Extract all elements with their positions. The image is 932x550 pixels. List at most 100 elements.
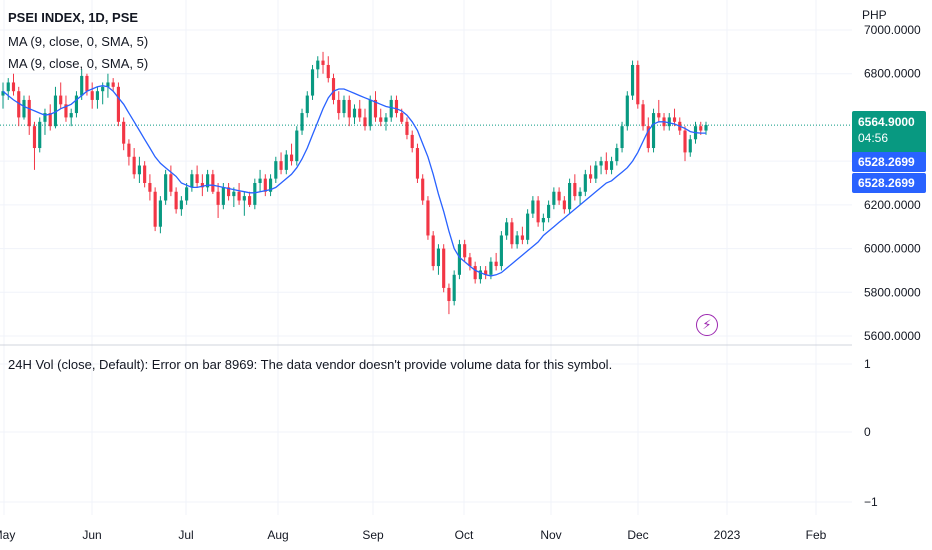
- candle-body: [101, 86, 105, 92]
- candle-body: [347, 99, 351, 118]
- candle-body: [442, 248, 446, 288]
- candle-body: [289, 154, 294, 162]
- candle-body: [494, 261, 498, 267]
- chart-grid: [0, 0, 852, 515]
- candle-body: [300, 113, 304, 131]
- bar-countdown: 04:56: [858, 131, 889, 145]
- candle-body: [242, 196, 246, 201]
- candle-body: [615, 148, 619, 162]
- candle-body: [331, 78, 336, 100]
- candle-body: [32, 126, 37, 149]
- candle-body: [85, 75, 89, 92]
- time-tick-label: Feb: [806, 528, 827, 542]
- candle-body: [116, 86, 120, 122]
- candle-body: [552, 191, 556, 205]
- candle-body: [38, 121, 42, 149]
- candle-body: [279, 161, 283, 170]
- candle-body: [447, 287, 451, 302]
- candle-body: [426, 200, 430, 236]
- candle-body: [258, 178, 262, 183]
- candle-body: [164, 174, 168, 201]
- volume-tick-label: −1: [864, 495, 878, 509]
- candle-body: [515, 235, 519, 245]
- candle-body: [384, 117, 388, 122]
- candle-body: [599, 161, 603, 166]
- candle-body: [143, 165, 147, 183]
- candle-body: [583, 174, 587, 192]
- candle-body: [478, 270, 482, 280]
- volume-tick-label: 0: [864, 425, 871, 439]
- candle-body: [520, 235, 524, 240]
- ma-legend-1[interactable]: MA (9, close, 0, SMA, 5): [8, 34, 149, 49]
- candle-body: [400, 113, 404, 122]
- price-tick-label: 6800.0000: [864, 67, 921, 81]
- candle-body: [468, 257, 472, 267]
- candle-body: [578, 191, 582, 197]
- candle-body: [274, 161, 278, 179]
- candle-body: [683, 130, 687, 153]
- candle-body: [185, 187, 189, 201]
- candle-body: [457, 244, 461, 275]
- candle-body: [22, 99, 26, 118]
- candle-body: [368, 99, 372, 127]
- time-tick-label: Oct: [455, 528, 474, 542]
- candle-body: [452, 274, 456, 302]
- candle-body: [221, 187, 225, 205]
- price-tick-label: 5600.0000: [864, 329, 921, 343]
- candle-body: [547, 204, 551, 218]
- candle-body: [630, 64, 635, 96]
- ma1-price-tag: 6528.2699: [852, 152, 926, 172]
- candle-body: [206, 174, 210, 188]
- candle-body: [536, 200, 540, 223]
- candle-body: [80, 75, 84, 96]
- candle-body: [410, 134, 414, 149]
- candle-body: [74, 95, 79, 114]
- candle-body: [232, 191, 236, 197]
- candle-body: [568, 183, 572, 210]
- candle-body: [526, 213, 530, 240]
- last-price-value: 6564.9000: [858, 115, 915, 129]
- ma-legend-2[interactable]: MA (9, close, 0, SMA, 5): [8, 56, 149, 71]
- candle-body: [227, 187, 231, 197]
- candle-body: [284, 154, 288, 170]
- candle-body: [305, 95, 309, 114]
- candle-body: [316, 60, 320, 70]
- candle-body: [636, 64, 640, 105]
- candle-body: [179, 200, 183, 210]
- candle-body: [43, 113, 47, 122]
- ma-line: [2, 85, 706, 277]
- time-tick-label: 2023: [714, 528, 741, 542]
- candle-body: [122, 121, 126, 144]
- candle-body: [431, 235, 435, 267]
- candle-body: [646, 126, 650, 149]
- candles: [1, 51, 708, 315]
- lightning-icon[interactable]: ⚡: [696, 314, 718, 336]
- candle-body: [489, 261, 493, 275]
- time-tick-label: Jun: [82, 528, 101, 542]
- candle-body: [190, 174, 194, 188]
- volume-error-message: 24H Vol (close, Default): Error on bar 8…: [8, 357, 613, 372]
- candle-body: [473, 266, 477, 280]
- candle-body: [352, 108, 357, 118]
- price-tick-label: 6200.0000: [864, 198, 921, 212]
- candle-body: [174, 191, 178, 210]
- candle-body: [237, 191, 241, 201]
- candle-body: [200, 183, 204, 188]
- candle-body: [573, 183, 577, 197]
- candle-body: [510, 222, 514, 245]
- candle-body: [158, 200, 162, 227]
- candle-body: [651, 113, 656, 149]
- candle-body: [132, 156, 136, 175]
- candle-body: [6, 82, 10, 92]
- candle-body: [421, 178, 425, 201]
- candle-body: [641, 104, 645, 127]
- candle-body: [216, 191, 220, 205]
- price-tick-label: 7000.0000: [864, 23, 921, 37]
- volume-tick-label: 1: [864, 357, 871, 371]
- candle-body: [153, 191, 157, 227]
- candle-body: [48, 113, 52, 127]
- candle-body: [1, 91, 5, 96]
- candle-body: [589, 174, 593, 179]
- candle-body: [310, 69, 315, 96]
